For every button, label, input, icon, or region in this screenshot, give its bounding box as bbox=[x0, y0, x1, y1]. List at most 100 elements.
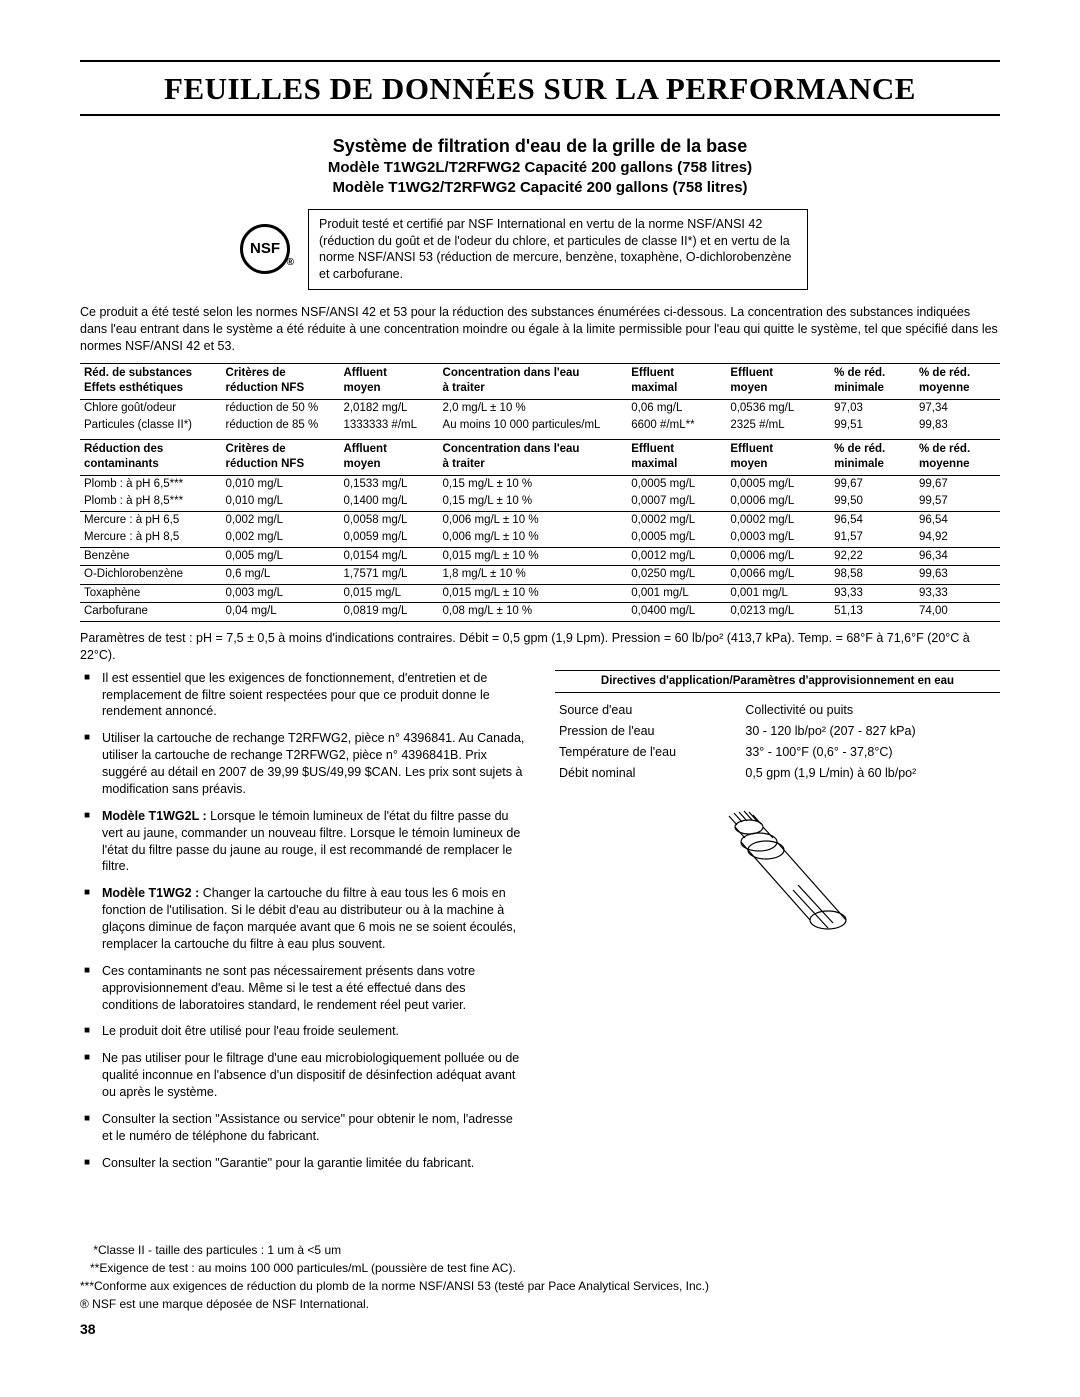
list-item: Modèle T1WG2L : Lorsque le témoin lumine… bbox=[80, 808, 525, 876]
table-cell: 97,34 bbox=[915, 399, 1000, 417]
table-cell: réduction de 85 % bbox=[222, 417, 340, 435]
aesthetic-table-header: Réd. de substancesEffets esthétiques Cri… bbox=[80, 363, 1000, 399]
test-parameters: Paramètres de test : pH = 7,5 ± 0,5 à mo… bbox=[80, 630, 1000, 664]
aesthetic-table: Réd. de substancesEffets esthétiques Cri… bbox=[80, 363, 1000, 435]
table-cell: 0,0058 mg/L bbox=[339, 511, 438, 529]
table-cell: 0,06 mg/L bbox=[627, 399, 726, 417]
table-cell: 0,0003 mg/L bbox=[726, 529, 830, 547]
contaminants-table: Réduction descontaminants Critères deréd… bbox=[80, 439, 1000, 622]
table-cell: 0,0005 mg/L bbox=[627, 529, 726, 547]
nsf-badge-icon: NSF ® bbox=[240, 224, 290, 274]
table-cell: 0,0006 mg/L bbox=[726, 493, 830, 511]
certification-text: Produit testé et certifié par NSF Intern… bbox=[308, 209, 808, 291]
table-cell: Toxaphène bbox=[80, 584, 222, 603]
table-cell: 0,0005 mg/L bbox=[726, 475, 830, 493]
table-cell: Collectivité ou puits bbox=[743, 701, 998, 720]
certification-row: NSF ® Produit testé et certifié par NSF … bbox=[240, 209, 1000, 291]
nsf-label: NSF bbox=[250, 239, 280, 259]
table-cell: 0,010 mg/L bbox=[222, 475, 340, 493]
table-row: Débit nominal0,5 gpm (1,9 L/min) à 60 lb… bbox=[557, 764, 998, 783]
table-cell: 0,6 mg/L bbox=[222, 566, 340, 585]
table-row: Benzène0,005 mg/L0,0154 mg/L0,015 mg/L ±… bbox=[80, 547, 1000, 566]
list-item: Modèle T1WG2 : Changer la cartouche du f… bbox=[80, 885, 525, 953]
page-title: Feuilles de Données sur la Performance bbox=[80, 60, 1000, 116]
table-cell: 0,002 mg/L bbox=[222, 511, 340, 529]
page-number: 38 bbox=[80, 1320, 1000, 1339]
table-cell: 0,0006 mg/L bbox=[726, 547, 830, 566]
footnote-line: ® NSF est une marque déposée de NSF Inte… bbox=[80, 1296, 1000, 1312]
table-cell: Plomb : à pH 8,5*** bbox=[80, 493, 222, 511]
table-cell: 0,015 mg/L ± 10 % bbox=[439, 584, 628, 603]
table-cell: 0,08 mg/L ± 10 % bbox=[439, 603, 628, 622]
table-cell: O-Dichlorobenzène bbox=[80, 566, 222, 585]
table-row: Plomb : à pH 6,5***0,010 mg/L0,1533 mg/L… bbox=[80, 475, 1000, 493]
table-cell: 0,1400 mg/L bbox=[339, 493, 438, 511]
table-cell: 98,58 bbox=[830, 566, 915, 585]
table-row: Mercure : à pH 6,50,002 mg/L0,0058 mg/L0… bbox=[80, 511, 1000, 529]
table-row: Carbofurane0,04 mg/L0,0819 mg/L0,08 mg/L… bbox=[80, 603, 1000, 622]
aesthetic-table-body: Chlore goût/odeurréduction de 50 %2,0182… bbox=[80, 399, 1000, 435]
table-row: Plomb : à pH 8,5***0,010 mg/L0,1400 mg/L… bbox=[80, 493, 1000, 511]
table-cell: 33° - 100°F (0,6° - 37,8°C) bbox=[743, 743, 998, 762]
subtitle-block: Système de filtration d'eau de la grille… bbox=[80, 134, 1000, 199]
table-cell: Débit nominal bbox=[557, 764, 741, 783]
list-item: Consulter la section "Assistance ou serv… bbox=[80, 1111, 525, 1145]
table-cell: 93,33 bbox=[915, 584, 1000, 603]
table-cell: 51,13 bbox=[830, 603, 915, 622]
subtitle-model-2: Modèle T1WG2/T2RFWG2 Capacité 200 gallon… bbox=[80, 178, 1000, 198]
table-cell: 2325 #/mL bbox=[726, 417, 830, 435]
table-cell: Carbofurane bbox=[80, 603, 222, 622]
table-cell: 97,03 bbox=[830, 399, 915, 417]
subtitle-main: Système de filtration d'eau de la grille… bbox=[80, 134, 1000, 158]
table-cell: Au moins 10 000 particules/mL bbox=[439, 417, 628, 435]
list-item: Il est essentiel que les exigences de fo… bbox=[80, 670, 525, 721]
table-cell: 0,005 mg/L bbox=[222, 547, 340, 566]
table-row: O-Dichlorobenzène0,6 mg/L1,7571 mg/L1,8 … bbox=[80, 566, 1000, 585]
table-cell: 96,34 bbox=[915, 547, 1000, 566]
table-cell: Mercure : à pH 8,5 bbox=[80, 529, 222, 547]
table-cell: Source d'eau bbox=[557, 701, 741, 720]
footnotes: *Classe II - taille des particules : 1 u… bbox=[80, 1242, 1000, 1313]
list-item: Consulter la section "Garantie" pour la … bbox=[80, 1155, 525, 1172]
contaminants-table-header: Réduction descontaminants Critères deréd… bbox=[80, 439, 1000, 475]
table-cell: 0,0154 mg/L bbox=[339, 547, 438, 566]
table-cell: réduction de 50 % bbox=[222, 399, 340, 417]
table-cell: Particules (classe II*) bbox=[80, 417, 222, 435]
table-cell: 0,006 mg/L ± 10 % bbox=[439, 529, 628, 547]
subtitle-model-1: Modèle T1WG2L/T2RFWG2 Capacité 200 gallo… bbox=[80, 158, 1000, 178]
table-cell: 1,7571 mg/L bbox=[339, 566, 438, 585]
table-cell: 0,0005 mg/L bbox=[627, 475, 726, 493]
table-cell: Chlore goût/odeur bbox=[80, 399, 222, 417]
table-cell: Benzène bbox=[80, 547, 222, 566]
list-item: Ne pas utiliser pour le filtrage d'une e… bbox=[80, 1050, 525, 1101]
filter-cartridge-icon bbox=[693, 805, 863, 955]
table-cell: 93,33 bbox=[830, 584, 915, 603]
guidelines-table: Source d'eauCollectivité ou puitsPressio… bbox=[555, 699, 1000, 785]
table-cell: 0,0213 mg/L bbox=[726, 603, 830, 622]
table-cell: 1333333 #/mL bbox=[339, 417, 438, 435]
footnote-line: ***Conforme aux exigences de réduction d… bbox=[80, 1278, 1000, 1294]
table-cell: 30 - 120 lb/po² (207 - 827 kPa) bbox=[743, 722, 998, 741]
table-row: Pression de l'eau30 - 120 lb/po² (207 - … bbox=[557, 722, 998, 741]
table-row: Particules (classe II*)réduction de 85 %… bbox=[80, 417, 1000, 435]
table-cell: Pression de l'eau bbox=[557, 722, 741, 741]
table-cell: 0,006 mg/L ± 10 % bbox=[439, 511, 628, 529]
table-row: Température de l'eau33° - 100°F (0,6° - … bbox=[557, 743, 998, 762]
table-cell: 0,015 mg/L bbox=[339, 584, 438, 603]
table-cell: 92,22 bbox=[830, 547, 915, 566]
table-cell: 99,63 bbox=[915, 566, 1000, 585]
footnote-line: **Exigence de test : au moins 100 000 pa… bbox=[80, 1260, 1000, 1276]
table-cell: 1,8 mg/L ± 10 % bbox=[439, 566, 628, 585]
table-cell: Température de l'eau bbox=[557, 743, 741, 762]
table-cell: 0,015 mg/L ± 10 % bbox=[439, 547, 628, 566]
footnote-line: *Classe II - taille des particules : 1 u… bbox=[80, 1242, 1000, 1258]
table-row: Chlore goût/odeurréduction de 50 %2,0182… bbox=[80, 399, 1000, 417]
contaminants-table-body: Plomb : à pH 6,5***0,010 mg/L0,1533 mg/L… bbox=[80, 475, 1000, 621]
notes-list: Il est essentiel que les exigences de fo… bbox=[80, 670, 525, 1172]
intro-paragraph: Ce produit a été testé selon les normes … bbox=[80, 304, 1000, 355]
list-item: Utiliser la cartouche de rechange T2RFWG… bbox=[80, 730, 525, 798]
table-row: Toxaphène0,003 mg/L0,015 mg/L0,015 mg/L … bbox=[80, 584, 1000, 603]
table-cell: 0,010 mg/L bbox=[222, 493, 340, 511]
table-cell: 0,003 mg/L bbox=[222, 584, 340, 603]
table-cell: 0,0536 mg/L bbox=[726, 399, 830, 417]
